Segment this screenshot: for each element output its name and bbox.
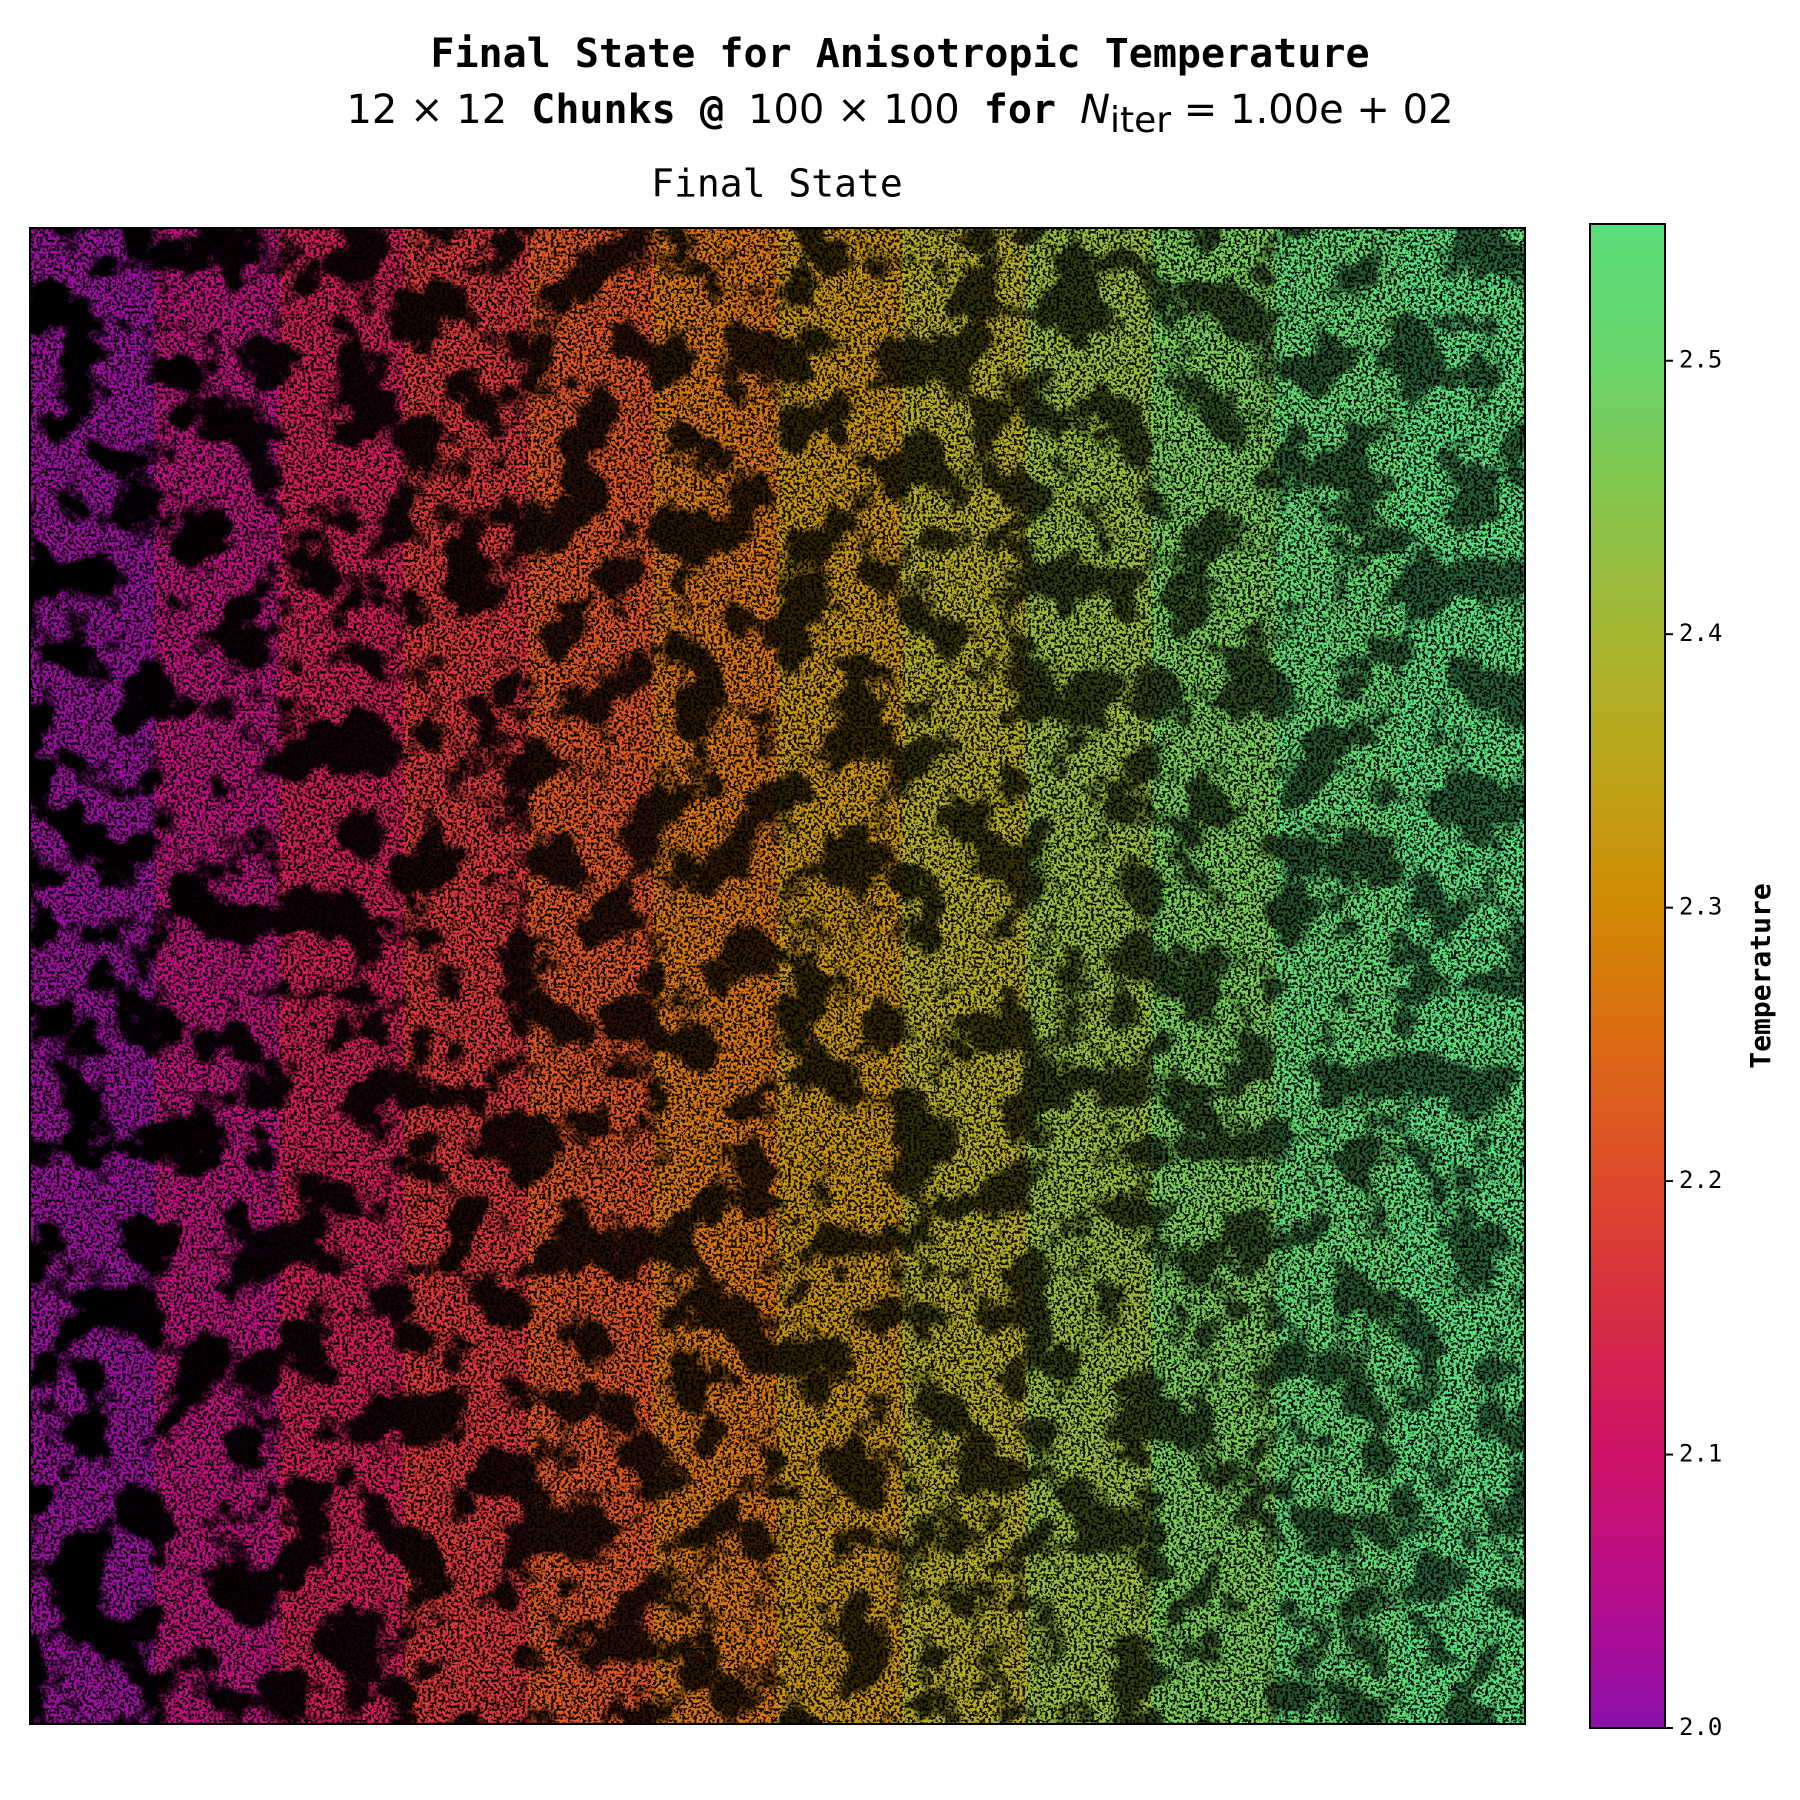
colorbar-tick-label: 2.5: [1679, 346, 1722, 374]
title-part: 100 × 100: [748, 87, 960, 133]
title-part: = 1.00e + 02: [1171, 87, 1453, 133]
subtitle: Final State: [651, 162, 903, 206]
colorbar-tick-label: 2.3: [1679, 893, 1722, 921]
chart-title-line2: 12 × 12 Chunks @ 100 × 100 for Niter = 1…: [346, 87, 1453, 141]
title-part: N: [1080, 87, 1110, 133]
colorbar-tick-label: 2.2: [1679, 1166, 1722, 1194]
title-part: 12 × 12: [346, 87, 507, 133]
colorbar-fill: [1589, 223, 1666, 1729]
plot-frame: [29, 227, 1526, 1725]
title-part: iter: [1110, 100, 1171, 141]
title-part: for: [960, 87, 1080, 133]
spin-speckle: [30, 228, 1525, 1724]
chart-title: Final State for Anisotropic Temperature: [430, 31, 1369, 77]
colorbar: 2.0 2.1 2.2 2.3 2.4 2.5: [1589, 223, 1722, 1741]
colorbar-tick-label: 2.1: [1679, 1440, 1722, 1468]
title-part: Chunks @: [507, 87, 748, 133]
colorbar-tick-label: 2.4: [1679, 619, 1722, 647]
colorbar-label: Temperature: [1744, 883, 1777, 1068]
colorbar-tick-label: 2.0: [1679, 1713, 1722, 1741]
